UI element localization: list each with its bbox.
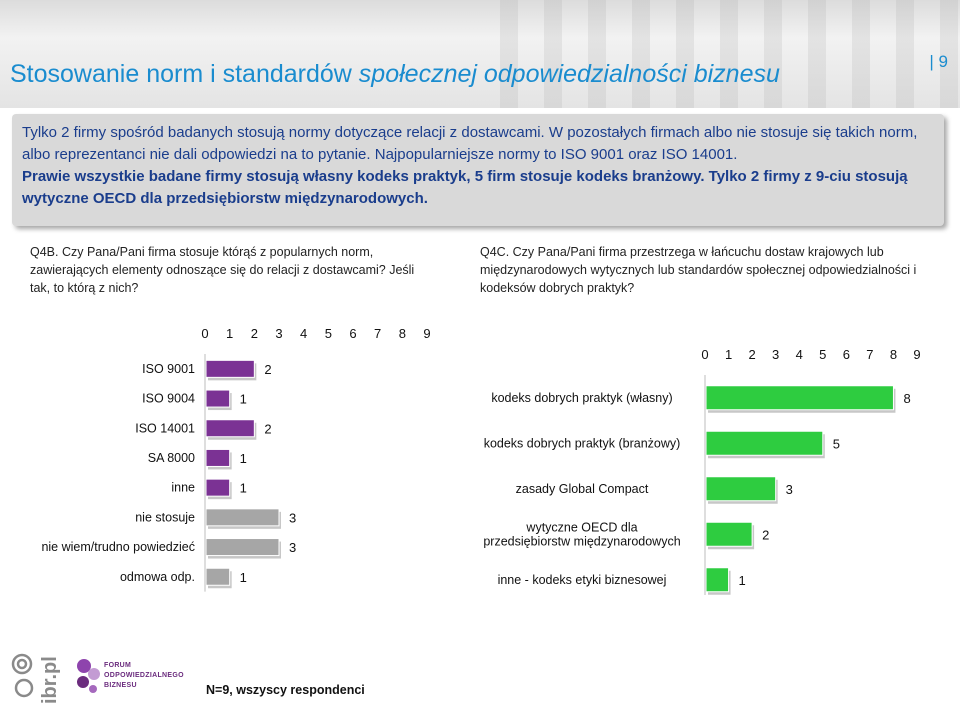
bar [705,521,753,547]
category-label: nie stosuje [135,510,195,524]
x-tick-label: 5 [325,326,332,341]
bar [205,567,231,586]
header-band: Stosowanie norm i standardów społecznej … [0,0,960,108]
data-label: 1 [240,481,247,496]
category-label-line: zasady Global Compact [516,482,649,496]
x-tick-label: 1 [226,326,233,341]
question-q4b: Q4B. Czy Pana/Pani firma stosuje którąś … [30,245,415,295]
category-label: inne - kodeks etyki biznesowej [498,573,667,587]
sample-note: N=9, wszyscy respondenci [206,683,365,697]
forum-logo-line-1: FORUM [104,662,132,669]
header-decoration [500,0,960,108]
x-tick-label: 2 [251,326,258,341]
forum-logo-mark-icon [77,659,100,693]
x-tick-label: 9 [423,326,430,341]
intro-text-2: Prawie wszystkie badane firmy stosują wł… [22,168,908,207]
category-label: ISO 14001 [135,421,195,435]
x-tick-label: 6 [843,347,850,362]
bar [705,567,730,593]
x-tick-label: 9 [913,347,920,362]
data-label: 3 [289,510,296,525]
question-q4c: Q4C. Czy Pana/Pani firma przestrzega w ł… [480,245,917,295]
x-tick-label: 3 [275,326,282,341]
forum-logo: FORUM ODPOWIEDZIALNEGO BIZNESU [74,656,184,700]
bar [205,478,231,497]
page-title: Stosowanie norm i standardów społecznej … [10,60,780,88]
forum-logo-line-3: BIZNESU [104,682,137,689]
bar [205,419,255,438]
x-tick-label: 4 [796,347,803,362]
category-label: inne [171,481,195,495]
x-tick-label: 7 [374,326,381,341]
ibr-logo: ibr.pl [11,653,61,704]
category-label-line: nie wiem/trudno powiedzieć [41,540,195,554]
category-label: ISO 9001 [142,362,195,376]
category-label: nie wiem/trudno powiedzieć [41,540,195,554]
category-label: SA 8000 [148,451,195,465]
data-label: 2 [264,362,271,377]
x-tick-label: 4 [300,326,307,341]
x-tick-label: 8 [890,347,897,362]
forum-logo-line-2: ODPOWIEDZIALNEGO [104,672,184,679]
bar [205,538,280,557]
category-label-line: odmowa odp. [120,570,195,584]
data-label: 2 [762,527,769,542]
category-label-line: kodeks dobrych praktyk (branżowy) [484,436,681,450]
bar [205,508,280,527]
category-label: ISO 9004 [142,392,195,406]
category-label-line: ISO 9004 [142,392,195,406]
category-label: odmowa odp. [120,570,195,584]
intro-box: Tylko 2 firmy spośród badanych stosują n… [12,114,944,226]
category-label: kodeks dobrych praktyk (własny) [491,391,672,405]
bar [205,448,231,467]
data-label: 2 [264,421,271,436]
x-tick-label: 2 [748,347,755,362]
bar [705,430,824,456]
data-label: 1 [240,570,247,585]
category-label-line: inne [171,481,195,495]
chart-q4b: 0 1 2 3 4 5 6 7 8 9 ISO 9001 2 ISO 9004 1 ISO 14001 2 SA… [41,326,431,592]
category-label-line: ISO 9001 [142,362,195,376]
chart-q4c: 0 1 2 3 4 5 6 7 8 9 kodeks dobrych praktyk (własny… [483,347,921,595]
data-label: 1 [240,451,247,466]
x-tick-label: 3 [772,347,779,362]
x-tick-label: 0 [201,326,208,341]
category-label-line: kodeks dobrych praktyk (własny) [491,391,672,405]
page-number: | 9 [929,52,948,71]
x-tick-label: 1 [725,347,732,362]
x-tick-label: 8 [399,326,406,341]
bar [705,476,777,502]
bar [205,389,231,408]
data-label: 8 [903,391,910,406]
x-tick-label: 6 [349,326,356,341]
data-label: 3 [786,482,793,497]
bar [705,385,894,411]
data-label: 1 [739,573,746,588]
x-tick-label: 5 [819,347,826,362]
category-label-line: SA 8000 [148,451,195,465]
category-label-line: przedsiębiorstw międzynarodowych [483,534,680,548]
category-label-line: nie stosuje [135,510,195,524]
data-label: 5 [833,436,840,451]
category-label-line: inne - kodeks etyki biznesowej [498,573,667,587]
x-tick-label: 0 [701,347,708,362]
ibr-logo-text: ibr.pl [39,656,61,704]
ibr-logo-mark-icon [11,653,34,698]
bar [205,359,255,378]
data-label: 3 [289,540,296,555]
x-tick-label: 7 [866,347,873,362]
category-label: kodeks dobrych praktyk (branżowy) [484,436,681,450]
category-label-line: ISO 14001 [135,421,195,435]
intro-text-1: Tylko 2 firmy spośród badanych stosują n… [22,124,918,163]
data-label: 1 [240,392,247,407]
category-label: wytyczne OECD dla przedsiębiorstw międzyn… [483,520,680,548]
category-label: zasady Global Compact [516,482,649,496]
category-label-line: wytyczne OECD dla [525,520,637,534]
